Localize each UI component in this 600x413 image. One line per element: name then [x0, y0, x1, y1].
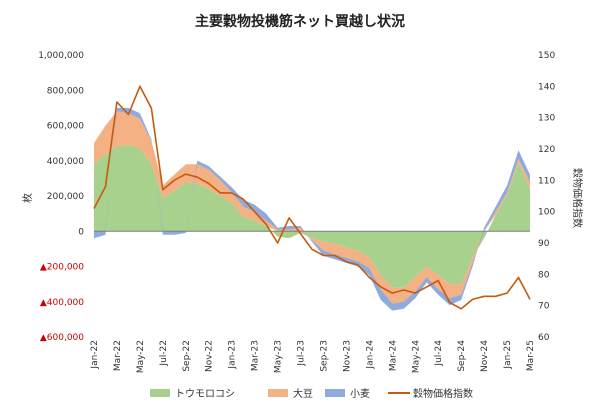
y-left-tick-label: 0: [78, 227, 84, 237]
x-tick-label: Mar-25: [526, 340, 536, 371]
x-tick-label: Jul-22: [159, 340, 169, 367]
y-left-tick-label: 600,000: [47, 122, 84, 132]
stacked-areas: [94, 107, 530, 311]
legend: トウモロコシ 大豆 小麦 穀物価格指数: [150, 387, 473, 400]
x-tick-label: Jan-22: [90, 340, 100, 370]
x-tick-label: Jan-23: [228, 340, 238, 370]
y-left-tick-label: ▲200,000: [40, 263, 84, 273]
y-right-tick-label: 110: [538, 176, 555, 186]
area-series-2: [94, 111, 530, 304]
x-tick-label: Mar-24: [388, 340, 398, 371]
x-tick-label: Jul-23: [297, 340, 307, 367]
y-left-tick-label: 800,000: [47, 86, 84, 96]
price-index-line: [93, 85, 531, 310]
legend-swatch: [268, 389, 288, 397]
legend-swatch: [325, 389, 345, 397]
area-series-1: [94, 144, 530, 288]
y-left-tick-label: ▲600,000: [40, 333, 84, 343]
x-axis: Jan-22 Mar-22 May-22 Jul-22 Sep-22 Nov-22 Jan-…: [90, 340, 536, 373]
x-tick-label: Nov-23: [342, 340, 352, 372]
y-right-tick-label: 90: [538, 239, 550, 249]
y-right-tick-label: 140: [538, 82, 555, 92]
y-left-tick-label: 400,000: [47, 157, 84, 167]
x-tick-label: Sep-24: [457, 340, 467, 372]
y-left-tick-label: 1,000,000: [38, 51, 84, 61]
y-right-tick-label: 100: [538, 208, 555, 218]
y-right-tick-label: 130: [538, 114, 555, 124]
price-index-line-group: [93, 85, 531, 310]
x-tick-label: May-24: [411, 340, 421, 373]
x-tick-label: May-23: [274, 340, 284, 373]
y-left-tick-label: 200,000: [47, 192, 84, 202]
y-right-tick-label: 120: [538, 145, 555, 155]
y-axis-right-title: 穀物価格指数: [571, 168, 584, 228]
x-tick-label: Jan-24: [365, 340, 375, 370]
x-tick-label: Nov-24: [480, 340, 490, 372]
y-right-tick-label: 60: [538, 333, 550, 343]
legend-swatch: [150, 389, 170, 397]
x-tick-label: Mar-22: [113, 340, 123, 371]
y-right-tick-label: 80: [538, 270, 550, 280]
y-axis-left: 1,000,000 800,000 600,000 400,000 200,000 0 ▲2…: [38, 51, 84, 343]
x-tick-label: Jan-25: [503, 340, 513, 370]
y-left-tick-label: ▲400,000: [40, 298, 84, 308]
legend-label: トウモロコシ: [175, 388, 235, 400]
y-axis-right: 150 140 130 120 110 100 90 80 70 60: [538, 51, 555, 343]
x-tick-label: Nov-22: [205, 340, 215, 372]
x-tick-label: Mar-23: [251, 340, 261, 371]
y-axis-left-title: 枚: [21, 193, 34, 203]
legend-label: 穀物価格指数: [413, 387, 473, 400]
x-tick-label: Sep-23: [319, 340, 329, 372]
x-tick-label: Sep-22: [182, 340, 192, 372]
y-right-tick-label: 150: [538, 51, 555, 61]
x-tick-label: May-22: [136, 340, 146, 373]
chart-title: 主要穀物投機筋ネット買越し状況: [195, 13, 405, 30]
y-right-tick-label: 70: [538, 302, 550, 312]
legend-label: 小麦: [350, 388, 370, 400]
x-tick-label: Jul-24: [434, 340, 444, 367]
legend-label: 大豆: [293, 387, 313, 400]
